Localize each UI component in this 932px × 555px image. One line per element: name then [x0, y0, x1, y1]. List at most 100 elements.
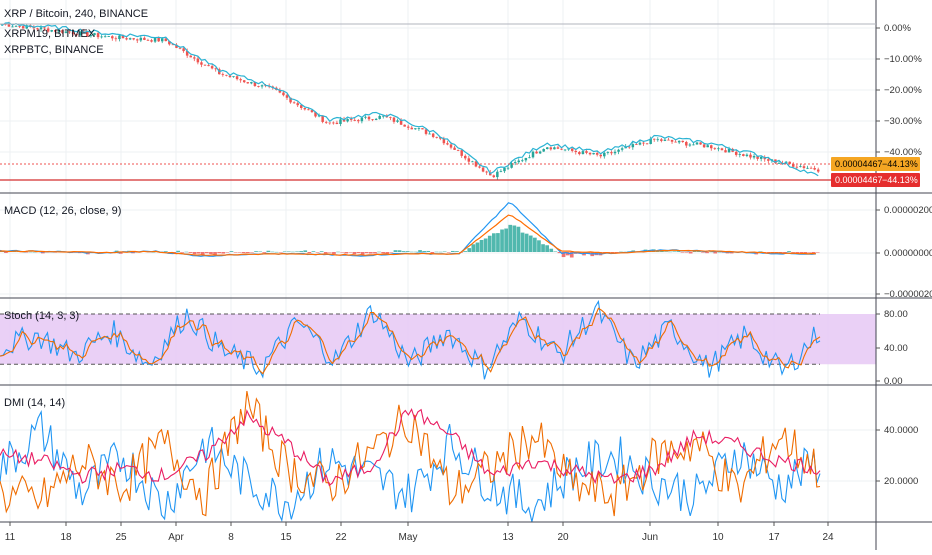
time-axis[interactable]: 11 18 25 Apr 8 15 22 May 13 20 Jun 10 17 24: [5, 522, 834, 543]
macd-axis[interactable]: 0.00000200 0.00000000 −0.00000200: [876, 205, 932, 300]
candle-body: [367, 116, 371, 120]
time-tick-label: 15: [280, 532, 292, 543]
candle-body: [185, 51, 189, 56]
macd-histogram-bar: [410, 251, 414, 253]
candle-body: [357, 120, 360, 122]
macd-histogram-bar: [246, 252, 250, 254]
candle-body: [792, 163, 795, 167]
macd-histogram-bar: [471, 244, 476, 252]
last-price-tag-main: 0.00004467 −44.13%: [831, 173, 920, 187]
candle-body: [321, 115, 324, 122]
candle-body: [546, 147, 549, 150]
candle-body: [250, 82, 253, 84]
candle-body: [257, 86, 260, 87]
candle-body: [759, 156, 763, 159]
dmi-pane-label[interactable]: DMI (14, 14): [4, 397, 65, 409]
dmi-tick: 20.0000: [884, 476, 918, 487]
macd-histogram-bar: [787, 251, 791, 252]
macd-histogram-bar: [24, 252, 29, 253]
candle-body: [531, 151, 535, 158]
candle-body: [239, 79, 242, 81]
macd-histogram-bar: [684, 252, 689, 253]
candle-body: [710, 145, 713, 149]
time-tick-label: 25: [115, 532, 127, 543]
candle-body: [460, 150, 463, 156]
candle-body: [681, 140, 684, 143]
stoch-tick: 80.00: [884, 309, 908, 320]
candle-body: [570, 148, 574, 151]
candle-body: [645, 143, 649, 145]
macd-histogram-bar: [291, 251, 295, 253]
candle-body: [228, 75, 232, 78]
candle-body: [64, 31, 68, 33]
macd-histogram-bar: [791, 252, 795, 253]
candle-body: [406, 126, 410, 128]
time-tick-label: 22: [335, 532, 347, 543]
candle-body: [742, 154, 745, 156]
candle-body: [421, 128, 424, 130]
macd-histogram-bar: [811, 252, 816, 254]
macd-pane-label[interactable]: MACD (12, 26, close, 9): [4, 205, 121, 217]
candle-body: [499, 171, 503, 172]
macd-histogram-bar: [270, 251, 275, 253]
candle-body: [253, 82, 257, 87]
candle-body: [132, 38, 135, 40]
overlay-xrpm19-label[interactable]: XRPM19, BITMEX: [4, 28, 96, 40]
tag-price: 0.00004467: [835, 175, 883, 185]
candle-body: [635, 144, 638, 145]
candle-body: [752, 156, 756, 158]
macd-histogram-bar: [221, 252, 226, 254]
candle-body: [193, 57, 196, 59]
macd-histogram-bar: [41, 252, 45, 254]
candle-body: [474, 161, 478, 167]
macd-histogram-bar: [795, 252, 800, 254]
macd-histogram-bar: [303, 250, 308, 252]
tag-percent: −44.13%: [882, 175, 918, 185]
candle-body: [18, 25, 21, 27]
candle-body: [282, 92, 285, 96]
candle-body: [260, 85, 264, 87]
stoch-axis[interactable]: 80.00 40.00 0.00: [876, 309, 908, 387]
candle-body: [424, 129, 428, 134]
macd-histogram-bar: [672, 251, 677, 252]
macd-histogram-bar: [697, 251, 701, 252]
macd-histogram-bar: [713, 252, 718, 254]
macd-histogram-bar: [455, 251, 459, 252]
candle-body: [720, 148, 724, 151]
macd-histogram-bar: [418, 250, 422, 252]
macd-histogram-bar: [180, 252, 185, 253]
time-tick-label: 24: [822, 532, 834, 543]
candle-body: [300, 105, 303, 108]
candle-body: [745, 154, 749, 156]
stoch-pane-label[interactable]: Stoch (14, 3, 3): [4, 310, 79, 322]
dmi-axis[interactable]: 40.0000 20.0000: [876, 425, 918, 487]
candle-body: [606, 152, 610, 153]
candle-body: [125, 38, 128, 40]
candle-body: [795, 166, 799, 168]
macd-histogram-bar: [151, 251, 156, 253]
candle-body: [103, 36, 107, 38]
macd-histogram-bar: [360, 252, 365, 256]
candle-body: [574, 150, 578, 153]
macd-histogram-bar: [328, 252, 332, 253]
symbol-title[interactable]: XRP / Bitcoin, 240, BINANCE: [4, 8, 148, 20]
stoch-d-line: [0, 307, 821, 375]
price-axis[interactable]: 0.00% −10.00% −20.00% −30.00% −40.00%: [876, 23, 922, 158]
candle-body: [314, 112, 317, 117]
candle-body: [296, 103, 299, 106]
overlay-xrpbtc-label[interactable]: XRPBTC, BINANCE: [4, 44, 104, 56]
candle-body: [563, 149, 567, 151]
candle-body: [182, 48, 185, 52]
time-tick-label: 10: [712, 532, 724, 543]
candle-body: [303, 107, 307, 110]
macd-histogram-bar: [373, 252, 377, 254]
candle-body: [207, 65, 210, 67]
macd-histogram-bar: [479, 239, 484, 252]
candle-body: [677, 140, 681, 143]
candle-body: [727, 148, 731, 153]
macd-histogram-bar: [233, 252, 238, 253]
candle-body: [481, 167, 485, 172]
price-tick: −20.00%: [884, 85, 922, 96]
candle-body: [86, 31, 89, 37]
macd-histogram-bar: [336, 251, 340, 253]
